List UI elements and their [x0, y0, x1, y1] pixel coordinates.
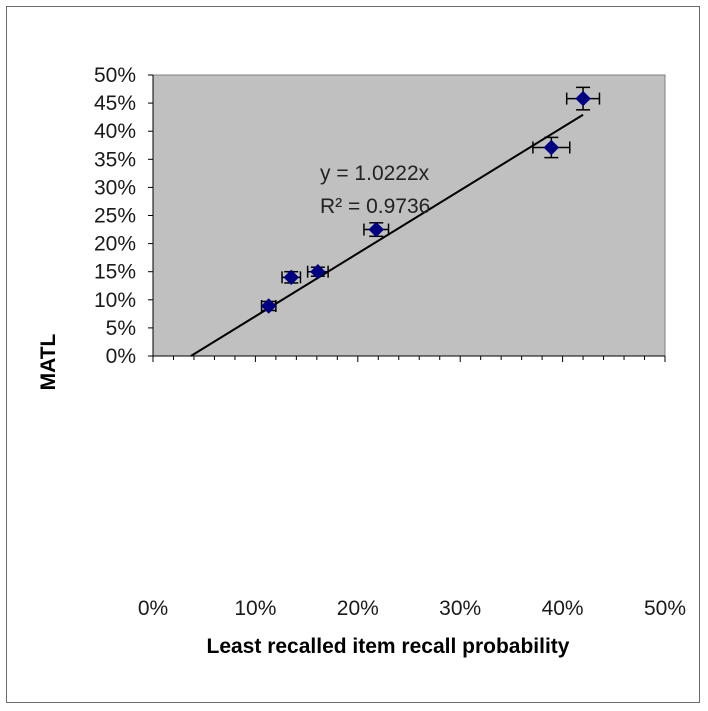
x-tick-label: 30%: [439, 597, 481, 620]
x-tick-label: 50%: [644, 597, 686, 620]
y-tick-label: 15%: [94, 261, 136, 284]
y-tick-labels: 0% 5% 10% 15% 20% 25% 30% 35% 40% 45% 50%: [94, 64, 136, 368]
data-point-group: [282, 270, 300, 284]
y-tick-label: 0%: [106, 345, 136, 368]
scatter-chart: 0% 5% 10% 15% 20% 25% 30% 35% 40% 45% 50% 0% 10% 20%…: [7, 7, 701, 704]
x-tick-label: 40%: [542, 597, 584, 620]
y-tick-label: 20%: [94, 233, 136, 256]
data-point-group: [262, 299, 276, 313]
x-tick-label: 20%: [337, 597, 379, 620]
y-tick-label: 30%: [94, 176, 136, 199]
x-tick-label: 10%: [234, 597, 276, 620]
y-tick-label: 40%: [94, 120, 136, 143]
trendline-r-squared: R² = 0.9736: [320, 195, 430, 218]
y-tick-label: 50%: [94, 64, 136, 87]
y-tick-label: 5%: [106, 317, 136, 340]
x-tick-labels: 0% 10% 20% 30% 40% 50%: [138, 597, 686, 620]
x-tick-label: 0%: [138, 597, 168, 620]
y-tick-label: 10%: [94, 289, 136, 312]
y-axis-title: MATL: [37, 333, 60, 390]
trendline-equation: y = 1.0222x: [320, 162, 430, 185]
y-tick-label: 35%: [94, 148, 136, 171]
y-tick-label: 25%: [94, 205, 136, 228]
y-tick-label: 45%: [94, 92, 136, 115]
chart-frame: 0% 5% 10% 15% 20% 25% 30% 35% 40% 45% 50% 0% 10% 20%…: [6, 6, 700, 703]
x-axis-title: Least recalled item recall probability: [207, 635, 570, 658]
